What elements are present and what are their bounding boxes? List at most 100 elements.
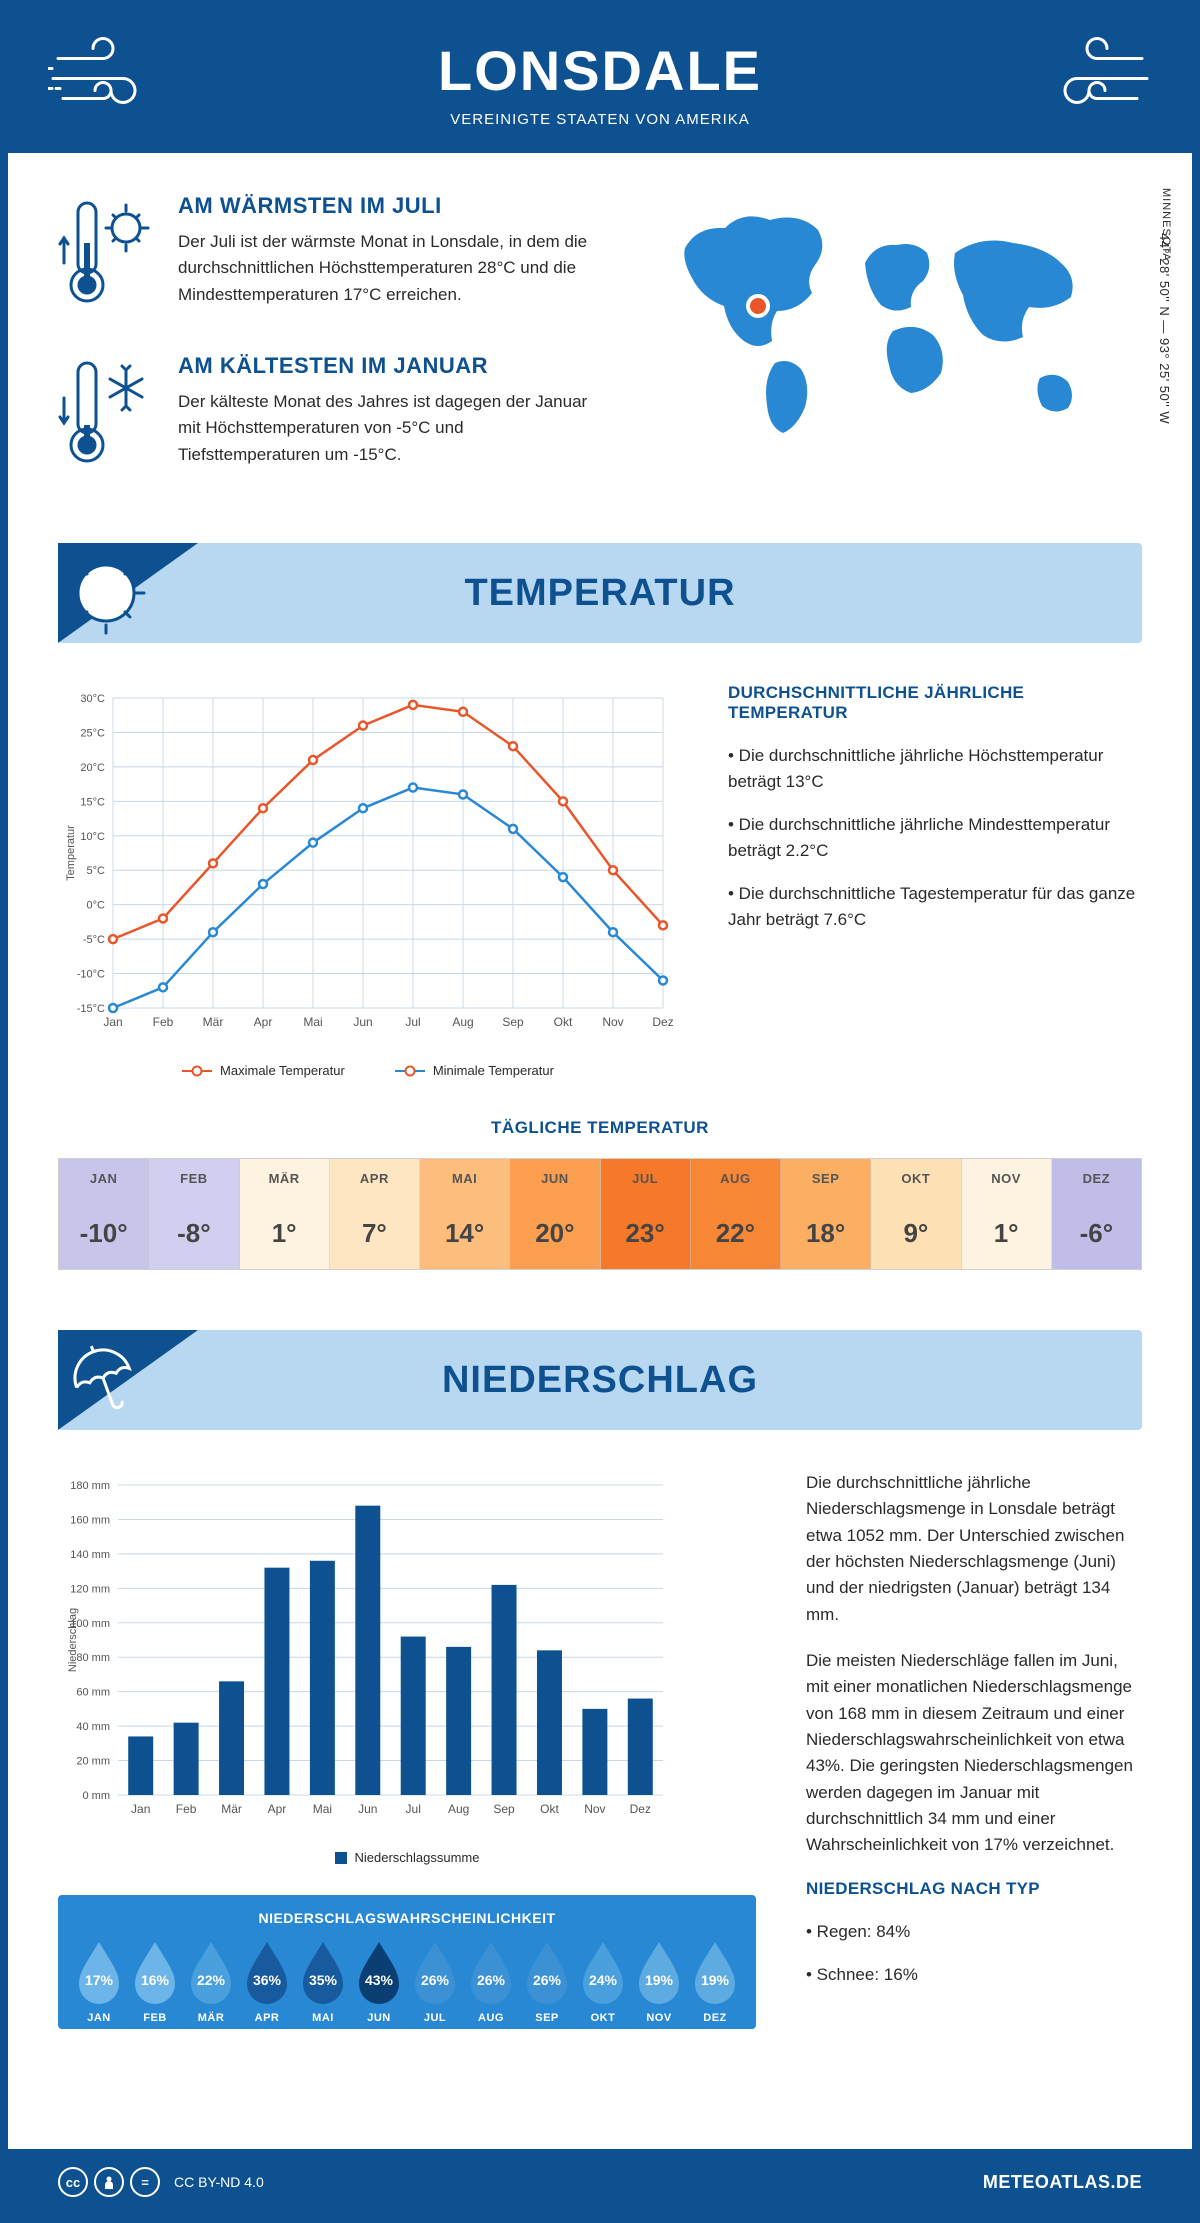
- svg-text:Jan: Jan: [103, 1015, 122, 1029]
- svg-text:Mär: Mär: [203, 1015, 224, 1029]
- probability-panel: NIEDERSCHLAGSWAHRSCHEINLICHKEIT 17%JAN16…: [58, 1895, 756, 2029]
- probability-drop: 19%DEZ: [689, 1938, 741, 2024]
- license-text: CC BY-ND 4.0: [174, 2174, 264, 2190]
- svg-text:10°C: 10°C: [80, 831, 105, 843]
- legend-precip: Niederschlagssumme: [355, 1850, 480, 1865]
- svg-text:Apr: Apr: [268, 1802, 287, 1816]
- svg-text:0 mm: 0 mm: [83, 1790, 111, 1802]
- temperature-line-chart: -15°C -10°C -5°C 0°C 5°C 10°C 15°C 20°C 25°C 30°C…: [58, 683, 678, 1078]
- temp-cell: MÄR1°: [240, 1159, 330, 1269]
- temp-cell: OKT9°: [871, 1159, 961, 1269]
- probability-drop: 26%AUG: [465, 1938, 517, 2024]
- svg-text:Jul: Jul: [406, 1802, 421, 1816]
- svg-text:Okt: Okt: [540, 1802, 559, 1816]
- svg-text:Dez: Dez: [652, 1015, 673, 1029]
- precip-type-title: NIEDERSCHLAG NACH TYP: [806, 1879, 1142, 1899]
- svg-text:Jan: Jan: [131, 1802, 150, 1816]
- legend-min: Minimale Temperatur: [433, 1063, 554, 1078]
- svg-text:Feb: Feb: [176, 1802, 197, 1816]
- svg-text:Temperatur: Temperatur: [65, 825, 77, 881]
- svg-text:160 mm: 160 mm: [70, 1514, 110, 1526]
- temp-summary: DURCHSCHNITTLICHE JÄHRLICHE TEMPERATUR •…: [728, 683, 1142, 1078]
- svg-text:Mai: Mai: [303, 1015, 322, 1029]
- warmest-title: AM WÄRMSTEN IM JULI: [178, 193, 605, 219]
- svg-text:-10°C: -10°C: [77, 969, 105, 981]
- header: LONSDALE VEREINIGTE STAATEN VON AMERIKA: [8, 8, 1192, 153]
- intro-row: AM WÄRMSTEN IM JULI Der Juli ist der wär…: [58, 193, 1142, 513]
- svg-text:Sep: Sep: [502, 1015, 524, 1029]
- precipitation-bar-chart: 0 mm20 mm40 mm60 mm80 mm100 mm120 mm140 …: [58, 1470, 756, 1865]
- svg-text:Nov: Nov: [584, 1802, 605, 1816]
- svg-text:Aug: Aug: [448, 1802, 469, 1816]
- svg-text:-5°C: -5°C: [83, 934, 105, 946]
- svg-text:60 mm: 60 mm: [76, 1687, 110, 1699]
- by-icon: [94, 2167, 124, 2197]
- probability-drop: 26%SEP: [521, 1938, 573, 2024]
- temp-bullet: • Die durchschnittliche jährliche Höchst…: [728, 743, 1142, 794]
- probability-drop: 43%JUN: [353, 1938, 405, 2024]
- svg-text:20°C: 20°C: [80, 762, 105, 774]
- cc-icon: cc: [58, 2167, 88, 2197]
- page-root: LONSDALE VEREINIGTE STAATEN VON AMERIKA …: [0, 0, 1200, 2223]
- precip-para2: Die meisten Niederschläge fallen im Juni…: [806, 1648, 1142, 1859]
- svg-text:20 mm: 20 mm: [76, 1756, 110, 1768]
- cc-icons: cc =: [58, 2167, 160, 2197]
- umbrella-icon: [58, 1330, 198, 1430]
- thermometer-snow-icon: [58, 353, 158, 478]
- temp-cell: FEB-8°: [149, 1159, 239, 1269]
- svg-text:Niederschlag: Niederschlag: [67, 1608, 79, 1672]
- temp-cell: SEP18°: [781, 1159, 871, 1269]
- warmest-fact: AM WÄRMSTEN IM JULI Der Juli ist der wär…: [58, 193, 605, 318]
- svg-text:25°C: 25°C: [80, 727, 105, 739]
- sun-icon: [58, 543, 198, 643]
- precip-type-item: • Schnee: 16%: [806, 1962, 1142, 1988]
- svg-text:Jul: Jul: [405, 1015, 420, 1029]
- temp-title: TEMPERATUR: [464, 572, 735, 615]
- temp-cell: NOV1°: [962, 1159, 1052, 1269]
- nd-icon: =: [130, 2167, 160, 2197]
- svg-text:Dez: Dez: [630, 1802, 651, 1816]
- temp-cell: JAN-10°: [59, 1159, 149, 1269]
- probability-drop: 16%FEB: [129, 1938, 181, 2024]
- temp-cell: JUN20°: [510, 1159, 600, 1269]
- svg-text:0°C: 0°C: [87, 900, 106, 912]
- probability-drop: 24%OKT: [577, 1938, 629, 2024]
- thermometer-sun-icon: [58, 193, 158, 318]
- probability-drop: 35%MAI: [297, 1938, 349, 2024]
- svg-text:15°C: 15°C: [80, 796, 105, 808]
- precip-title: NIEDERSCHLAG: [442, 1359, 758, 1402]
- temperature-section-header: TEMPERATUR: [58, 543, 1142, 643]
- precip-summary: Die durchschnittliche jährliche Niedersc…: [806, 1470, 1142, 2029]
- location-title: LONSDALE: [8, 38, 1192, 103]
- monthly-temp-table: JAN-10°FEB-8°MÄR1°APR7°MAI14°JUN20°JUL23…: [58, 1158, 1142, 1270]
- coldest-title: AM KÄLTESTEN IM JANUAR: [178, 353, 605, 379]
- temp-side-title: DURCHSCHNITTLICHE JÄHRLICHE TEMPERATUR: [728, 683, 1142, 723]
- country-subtitle: VEREINIGTE STAATEN VON AMERIKA: [8, 111, 1192, 128]
- svg-text:Apr: Apr: [254, 1015, 273, 1029]
- probability-drop: 22%MÄR: [185, 1938, 237, 2024]
- coldest-text: Der kälteste Monat des Jahres ist dagege…: [178, 389, 605, 468]
- svg-text:Aug: Aug: [452, 1015, 473, 1029]
- svg-text:Okt: Okt: [554, 1015, 573, 1029]
- svg-text:Mai: Mai: [313, 1802, 332, 1816]
- probability-drop: 17%JAN: [73, 1938, 125, 2024]
- svg-text:30°C: 30°C: [80, 693, 105, 705]
- svg-text:120 mm: 120 mm: [70, 1583, 110, 1595]
- svg-text:5°C: 5°C: [87, 865, 106, 877]
- svg-text:-15°C: -15°C: [77, 1003, 105, 1015]
- svg-text:Jun: Jun: [358, 1802, 377, 1816]
- temp-cell: JUL23°: [601, 1159, 691, 1269]
- temp-bullet: • Die durchschnittliche Tagestemperatur …: [728, 881, 1142, 932]
- world-map: MINNESOTA 44° 28' 50'' N — 93° 25' 50'' …: [645, 193, 1142, 513]
- wind-icon: [48, 33, 168, 128]
- svg-text:40 mm: 40 mm: [76, 1721, 110, 1733]
- svg-text:Feb: Feb: [153, 1015, 174, 1029]
- temp-cell: DEZ-6°: [1052, 1159, 1141, 1269]
- coordinates: 44° 28' 50'' N — 93° 25' 50'' W: [1157, 233, 1172, 424]
- svg-text:Mär: Mär: [221, 1802, 242, 1816]
- svg-text:Jun: Jun: [353, 1015, 372, 1029]
- svg-text:140 mm: 140 mm: [70, 1549, 110, 1561]
- legend-max: Maximale Temperatur: [220, 1063, 345, 1078]
- temp-cell: APR7°: [330, 1159, 420, 1269]
- svg-text:Sep: Sep: [493, 1802, 515, 1816]
